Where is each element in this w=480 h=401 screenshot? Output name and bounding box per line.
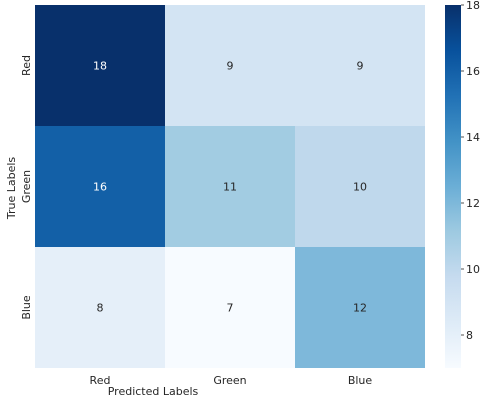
colorbar: [445, 5, 461, 368]
cell-value-r0-c2: 9: [357, 60, 364, 73]
cell-value-r2-c2: 12: [353, 302, 367, 315]
cell-value-r1-c1: 11: [223, 181, 237, 194]
y-axis-ticks: Red Green Blue: [20, 55, 33, 320]
colorbar-tick-label-2: 12: [466, 197, 480, 210]
heatmap-cell-r0-c2: [295, 5, 425, 126]
heatmap-cell-r1-c2: [295, 126, 425, 247]
x-tick-label-0: Red: [90, 374, 111, 387]
cell-value-r2-c0: 8: [97, 302, 104, 315]
colorbar-tick-label-5: 18: [466, 0, 480, 12]
cell-value-r0-c0: 18: [93, 60, 107, 73]
cell-value-r1-c2: 10: [353, 181, 367, 194]
colorbar-ticks: 8 10 12 14 16 18: [461, 0, 480, 342]
colorbar-tick-label-1: 10: [466, 263, 480, 276]
heatmap-cell-r2-c1: [165, 247, 295, 368]
y-axis-title: True Labels: [5, 157, 18, 221]
heatmap-cell-r2-c0: [35, 247, 165, 368]
heatmap-cells: [35, 5, 425, 368]
heatmap-cell-r0-c1: [165, 5, 295, 126]
heatmap-cell-r1-c0: [35, 126, 165, 247]
y-tick-label-0: Red: [20, 55, 33, 76]
heatmap-cell-labels: 18 9 9 16 11 10 8 7 12: [93, 60, 367, 315]
colorbar-tick-label-4: 16: [466, 65, 480, 78]
cell-value-r1-c0: 16: [93, 181, 107, 194]
heatmap-cell-r2-c2: [295, 247, 425, 368]
cell-value-r2-c1: 7: [227, 302, 234, 315]
colorbar-tick-label-0: 8: [466, 329, 473, 342]
heatmap-cell-r1-c1: [165, 126, 295, 247]
colorbar-tick-label-3: 14: [466, 131, 480, 144]
x-axis-ticks: Red Green Blue: [90, 374, 373, 387]
heatmap-cell-r0-c0: [35, 5, 165, 126]
y-tick-label-1: Green: [20, 170, 33, 203]
y-tick-label-2: Blue: [20, 295, 33, 320]
x-axis-title: Predicted Labels: [108, 385, 199, 398]
x-tick-label-1: Green: [213, 374, 246, 387]
cell-value-r0-c1: 9: [227, 60, 234, 73]
x-tick-label-2: Blue: [348, 374, 373, 387]
